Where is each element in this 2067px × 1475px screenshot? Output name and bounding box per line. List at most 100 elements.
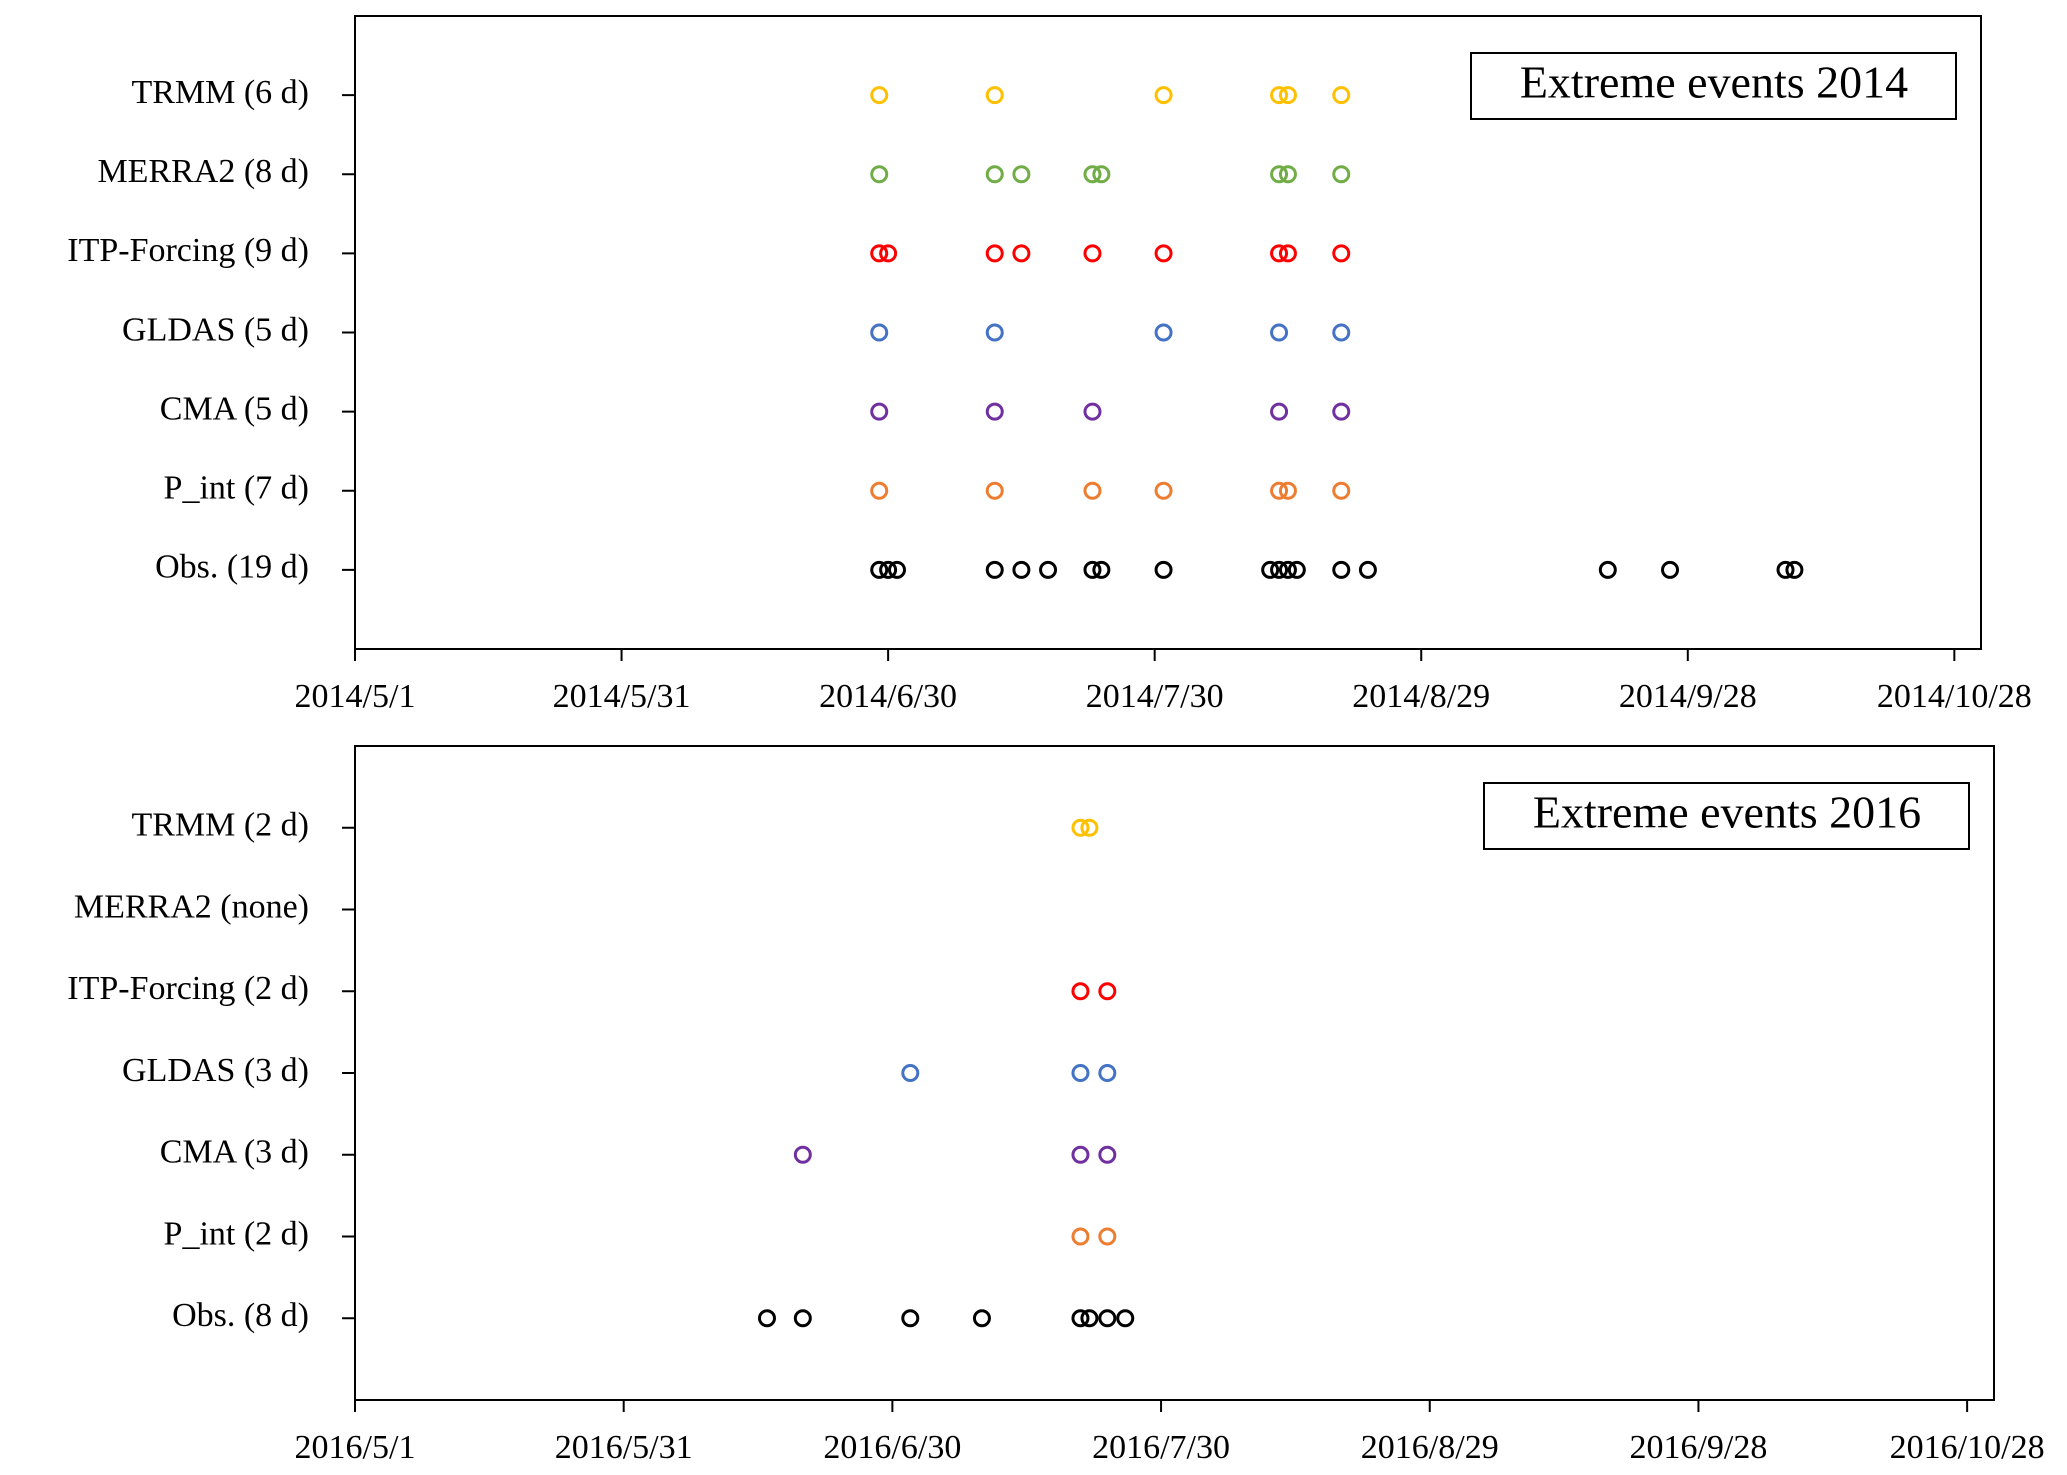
event-marker <box>1083 481 1102 500</box>
event-marker <box>1098 1145 1117 1164</box>
event-marker <box>1071 818 1090 837</box>
x-tick-label: 2016/6/30 <box>823 1429 961 1466</box>
event-marker <box>1598 560 1617 579</box>
event-marker <box>1071 1145 1090 1164</box>
event-marker <box>1154 481 1173 500</box>
event-marker <box>1154 86 1173 105</box>
row-label: TRMM (2 d) <box>131 807 309 844</box>
event-marker <box>1083 244 1102 263</box>
event-marker <box>1071 1309 1090 1328</box>
event-marker <box>1270 244 1289 263</box>
x-tick-label: 2014/9/28 <box>1619 678 1757 715</box>
event-marker <box>1332 244 1351 263</box>
event-marker <box>1270 402 1289 421</box>
event-marker <box>901 1064 920 1082</box>
event-marker <box>1785 560 1804 579</box>
row-label: P_int (7 d) <box>164 470 309 507</box>
event-marker <box>870 560 889 579</box>
event-marker <box>985 560 1004 579</box>
event-marker <box>757 1309 776 1328</box>
x-tick-label: 2014/5/1 <box>295 678 416 715</box>
row-label: P_int (2 d) <box>164 1215 309 1252</box>
annotation-box <box>1470 52 1957 120</box>
event-marker <box>1098 1064 1117 1082</box>
x-tick-label: 2014/7/30 <box>1086 678 1224 715</box>
event-marker <box>1098 1309 1117 1328</box>
event-marker <box>1083 560 1102 579</box>
event-marker <box>1083 402 1102 421</box>
event-marker <box>870 481 889 500</box>
event-marker <box>1012 165 1031 184</box>
event-marker <box>1116 1309 1135 1328</box>
event-marker <box>1270 323 1289 342</box>
row-label: MERRA2 (none) <box>74 888 309 925</box>
event-marker <box>1083 165 1102 184</box>
event-marker <box>1270 165 1289 184</box>
event-marker <box>870 323 889 342</box>
event-marker <box>793 1145 812 1164</box>
event-marker <box>1332 323 1351 342</box>
event-marker <box>870 244 889 263</box>
event-marker <box>1071 982 1090 1001</box>
event-marker <box>1098 1227 1117 1246</box>
row-label: MERRA2 (8 d) <box>97 153 309 190</box>
event-marker <box>1332 481 1351 500</box>
event-marker <box>1278 86 1297 105</box>
x-tick-label: 2014/10/28 <box>1877 678 2032 715</box>
x-tick-label: 2016/5/31 <box>555 1429 693 1466</box>
event-marker <box>1270 86 1289 105</box>
event-marker <box>888 560 906 579</box>
event-marker <box>1278 481 1297 500</box>
event-marker <box>1092 165 1111 184</box>
x-tick-label: 2016/10/28 <box>1890 1429 2045 1466</box>
x-tick-label: 2016/7/30 <box>1092 1429 1230 1466</box>
event-marker <box>1012 560 1031 579</box>
event-marker <box>1154 323 1173 342</box>
event-marker <box>1358 560 1377 579</box>
event-marker <box>1270 481 1289 500</box>
event-marker <box>793 1309 812 1328</box>
annotation: Extreme events 2014 <box>1520 57 1908 108</box>
event-marker <box>1098 982 1117 1001</box>
x-tick-label: 2016/8/29 <box>1361 1429 1499 1466</box>
event-marker <box>985 481 1004 500</box>
event-marker <box>1776 560 1795 579</box>
x-tick-label: 2014/5/31 <box>553 678 691 715</box>
event-marker <box>1332 402 1351 421</box>
row-label: GLDAS (5 d) <box>122 311 309 348</box>
event-marker <box>870 86 889 105</box>
row-label: GLDAS (3 d) <box>122 1052 309 1089</box>
event-marker <box>1012 244 1031 263</box>
event-marker <box>1071 1227 1090 1246</box>
event-marker <box>1154 244 1173 263</box>
event-marker <box>870 402 889 421</box>
event-marker <box>985 86 1004 105</box>
row-label: ITP-Forcing (2 d) <box>67 970 309 1007</box>
event-marker <box>1332 86 1351 105</box>
x-tick-label: 2014/8/29 <box>1352 678 1490 715</box>
event-marker <box>972 1309 991 1328</box>
event-marker <box>901 1309 920 1328</box>
row-label: Obs. (8 d) <box>172 1297 309 1334</box>
event-marker <box>1080 1309 1099 1328</box>
row-label: CMA (5 d) <box>160 390 309 427</box>
event-marker <box>1661 560 1680 579</box>
event-marker <box>870 165 889 184</box>
event-marker <box>1332 560 1351 579</box>
event-marker <box>1270 560 1289 579</box>
event-marker <box>879 560 898 579</box>
event-marker <box>1039 560 1058 579</box>
event-marker <box>1154 560 1173 579</box>
event-marker <box>1278 560 1297 579</box>
event-marker <box>1278 165 1297 184</box>
event-marker <box>879 244 898 263</box>
annotation-box <box>1483 782 1970 850</box>
row-label: CMA (3 d) <box>160 1134 309 1171</box>
row-label: Obs. (19 d) <box>155 549 309 586</box>
x-tick-label: 2014/6/30 <box>819 678 957 715</box>
x-tick-label: 2016/5/1 <box>295 1429 416 1466</box>
event-marker <box>985 165 1004 184</box>
row-label: TRMM (6 d) <box>131 74 309 111</box>
event-marker <box>1278 244 1297 263</box>
